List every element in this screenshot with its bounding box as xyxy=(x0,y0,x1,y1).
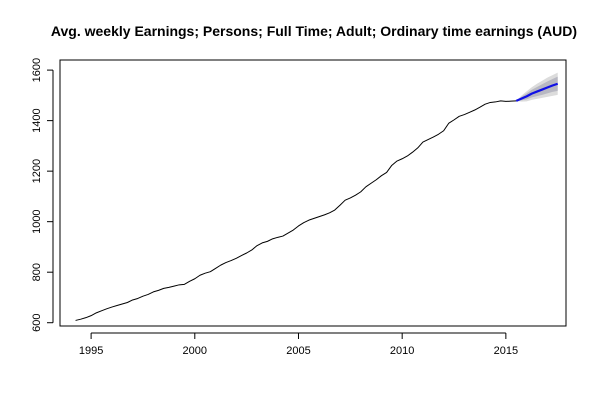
y-tick-label-3: 1200 xyxy=(31,159,43,183)
x-tick-label-3: 2010 xyxy=(390,345,414,357)
interval-band-1 xyxy=(516,76,558,101)
x-tick-label-0: 1995 xyxy=(79,345,103,357)
series-line-observed xyxy=(75,100,517,321)
x-tick-label-4: 2015 xyxy=(494,345,518,357)
y-tick-label-4: 1400 xyxy=(31,108,43,132)
chart-title: Avg. weekly Earnings; Persons; Full Time… xyxy=(51,23,577,39)
y-tick-label-0: 600 xyxy=(31,314,43,332)
x-tick-label-1: 2000 xyxy=(183,345,207,357)
y-tick-label-5: 1600 xyxy=(31,58,43,82)
series-lines xyxy=(75,82,559,321)
x-axis: 1995 2000 2005 2010 2015 xyxy=(79,332,518,357)
y-tick-label-1: 800 xyxy=(31,263,43,281)
plot-frame xyxy=(59,59,567,327)
series-line-forecast xyxy=(515,82,559,102)
y-axis: 600 800 1000 1200 1400 1600 xyxy=(31,58,54,332)
x-tick-label-2: 2005 xyxy=(286,345,310,357)
y-tick-label-2: 1000 xyxy=(31,209,43,233)
prediction-intervals xyxy=(516,72,558,102)
